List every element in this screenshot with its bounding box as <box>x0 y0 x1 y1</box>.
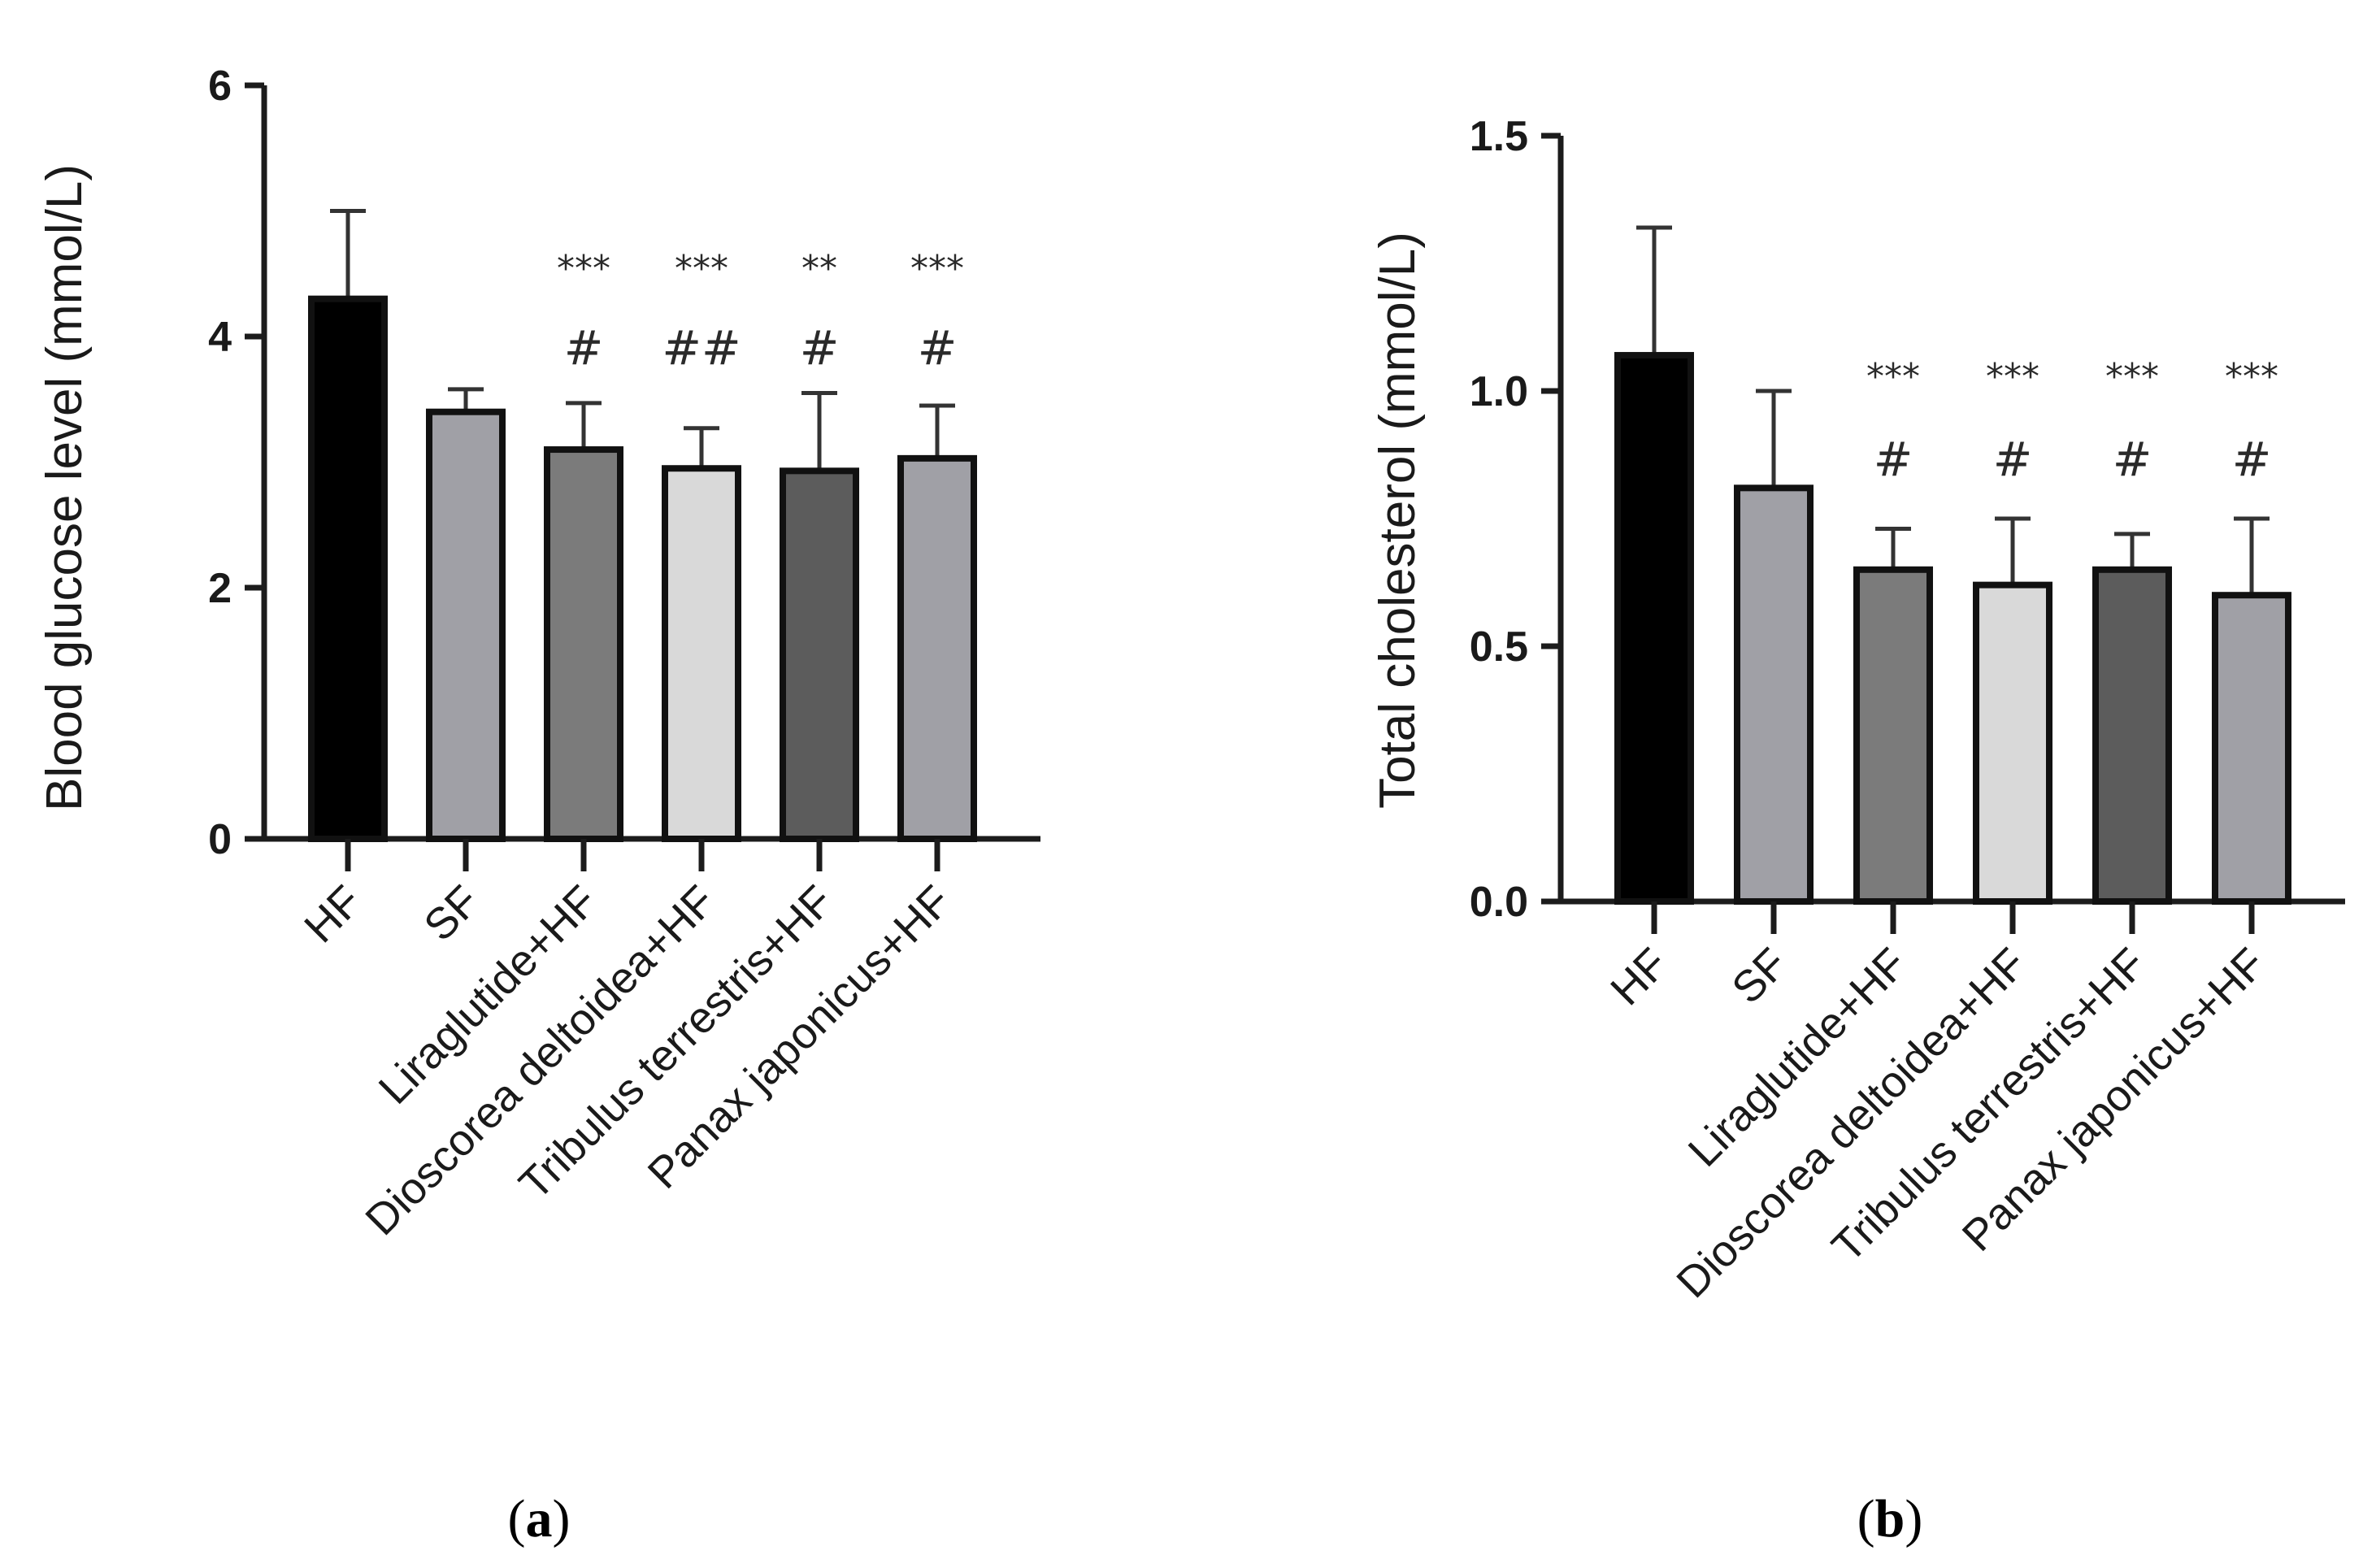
significance-stars: *** <box>1866 356 1920 397</box>
panel-label-open: ( <box>508 1489 526 1548</box>
significance-stars: *** <box>910 248 964 289</box>
significance-stars: *** <box>2225 356 2278 397</box>
panel-label: (b) <box>1857 1489 1923 1548</box>
panel-b-total-cholesterol-chart: 0.0 0.5 1.0 1.5 Total cholesterol (mmol/L) HF… <box>1370 113 2345 1548</box>
bar <box>426 408 506 842</box>
x-category-label: HF <box>295 876 371 952</box>
y-axis-label: Total cholesterol (mmol/L) <box>1370 232 1426 809</box>
significance-hash: # <box>918 320 958 376</box>
y-axis-label: Blood glucose level (mmol/L) <box>37 164 93 811</box>
y-tick-label: 0.0 <box>1470 879 1528 926</box>
bar <box>1853 566 1933 905</box>
bar <box>308 295 388 842</box>
y-tick-label: 0.5 <box>1470 623 1528 671</box>
y-tick-label: 0 <box>208 816 232 863</box>
panel-label-close: ) <box>1905 1489 1922 1548</box>
significance-hash: # <box>1993 432 2033 487</box>
x-category-label: HF <box>1601 939 1677 1014</box>
bar <box>1614 352 1694 906</box>
y-tick-label: 2 <box>208 565 232 612</box>
bar <box>2092 566 2172 905</box>
significance-hash: # <box>2113 432 2152 487</box>
significance-stars: *** <box>1986 356 2039 397</box>
significance-hash: # <box>2232 432 2272 487</box>
significance-stars: ** <box>801 248 837 289</box>
bar <box>1734 484 1814 905</box>
y-tick-label: 6 <box>208 63 232 110</box>
panel-label-open: ( <box>1857 1489 1875 1548</box>
x-category-label: SF <box>1722 939 1796 1013</box>
significance-stars: *** <box>675 248 728 289</box>
significance-hash: # <box>800 320 840 376</box>
bar <box>780 467 859 842</box>
y-tick-label: 4 <box>208 314 232 361</box>
panel-label-letter: a <box>526 1489 553 1548</box>
y-tick-label: 1.5 <box>1470 113 1528 160</box>
significance-hash: # <box>1874 432 1913 487</box>
panel-label-close: ) <box>553 1489 571 1548</box>
bar <box>2212 592 2291 905</box>
panel-label-letter: b <box>1875 1489 1905 1548</box>
bar <box>544 446 623 842</box>
significance-hash: ## <box>662 320 741 376</box>
panel-label: (a) <box>508 1489 571 1548</box>
significance-stars: *** <box>557 248 610 289</box>
significance-stars: *** <box>2105 356 2159 397</box>
x-category-label: Liraglutide+HF <box>1679 939 1917 1176</box>
significance-hash: # <box>564 320 604 376</box>
y-tick-label: 1.0 <box>1470 368 1528 415</box>
bar <box>897 454 977 842</box>
bar <box>662 465 741 842</box>
bar <box>1973 581 2052 905</box>
x-category-label: SF <box>415 876 489 950</box>
